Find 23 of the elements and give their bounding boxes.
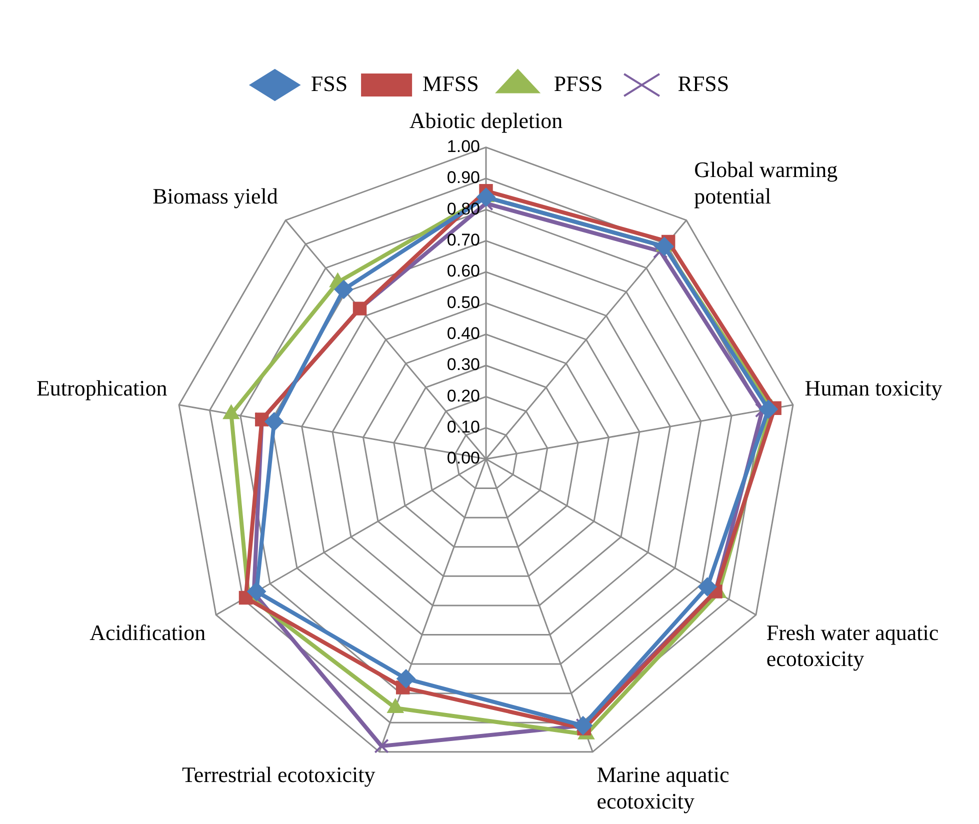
spoke-label: Biomass yield [152, 184, 278, 209]
spoke-label: Fresh water aquatic ecotoxicity [766, 620, 939, 672]
legend-label: FSS [310, 70, 348, 96]
spoke-label: Acidification [90, 620, 206, 645]
legend-label: RFSS [678, 70, 730, 96]
y-tick-label: 0.20 [446, 386, 480, 406]
y-tick-label: 0.40 [446, 324, 480, 343]
spoke-label: Eutrophication [36, 375, 168, 400]
y-tick-label: 0.10 [446, 418, 480, 437]
legend-label: MFSS [422, 70, 479, 96]
y-tick-label: 0.30 [446, 355, 480, 374]
y-tick-label: 0.90 [446, 168, 480, 188]
spoke-label: Global warming potential [694, 157, 838, 209]
spoke-label: Abiotic depletion [409, 108, 563, 133]
y-tick-label: 0.00 [446, 448, 480, 468]
y-tick-label: 0.60 [446, 262, 480, 281]
y-tick-label: 0.50 [446, 292, 480, 312]
spoke-label: Terrestrial ecotoxicity [182, 762, 376, 788]
y-tick-label: 1.00 [446, 136, 480, 156]
legend-label: PFSS [554, 70, 603, 96]
y-tick-label: 0.70 [446, 230, 480, 250]
spoke-label: Marine aquatic ecotoxicity [596, 762, 730, 814]
spoke-label: Human toxicity [804, 375, 942, 400]
